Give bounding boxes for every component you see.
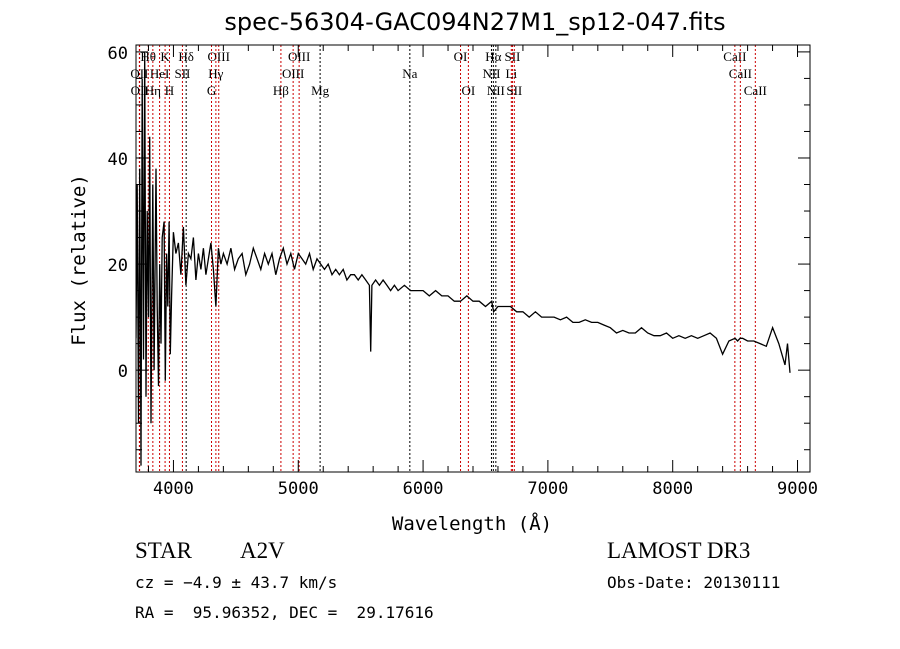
spectral-line-label: SII [506, 83, 522, 98]
spectral-line-label: SII [174, 66, 190, 81]
spectral-line-label: G [207, 83, 216, 98]
redshift-cz: cz = −4.9 ± 43.7 km/s [135, 573, 338, 592]
spectral-line-label: OIII [208, 49, 230, 64]
spectral-line-label: CaII [744, 83, 767, 98]
object-subclass: A2V [240, 538, 285, 563]
spectral-line-label: NII [482, 66, 500, 81]
spectral-line-label: Hγ [208, 66, 223, 81]
y-axis-label: Flux (relative) [68, 174, 90, 346]
spectral-line-label: Na [402, 66, 417, 81]
spectrum-line [136, 51, 791, 466]
spectral-line-label: HeI [150, 66, 170, 81]
spectral-line-label: OI [462, 83, 476, 98]
spectral-line-label: NII [487, 83, 505, 98]
x-tick-label: 8000 [652, 479, 693, 499]
spectral-line-label: SII [504, 49, 520, 64]
obs-date: Obs-Date: 20130111 [607, 573, 781, 592]
plot-frame [135, 44, 811, 473]
x-tick-label: 4000 [153, 479, 194, 499]
survey-name: LAMOST DR3 [607, 538, 751, 563]
spectral-line-label: OIII [282, 66, 304, 81]
spectral-line-label: Hβ [273, 83, 289, 98]
spectral-line-label: Hα [485, 49, 501, 64]
x-tick-label: 5000 [278, 479, 319, 499]
coordinates: RA = 95.96352, DEC = 29.17616 [135, 603, 434, 622]
y-tick-label: 20 [108, 256, 128, 276]
spectral-line-label: Hη [145, 83, 161, 98]
spectral-line-label: OIII [288, 49, 310, 64]
spectral-line-label: K [160, 49, 170, 64]
y-tick-label: 60 [108, 44, 128, 64]
x-tick-label: 7000 [527, 479, 568, 499]
spectral-line-label: Hθ [140, 49, 156, 64]
x-tick-label: 9000 [777, 479, 818, 499]
x-axis-label: Wavelength (Å) [392, 512, 552, 535]
axes: 4000 5000 6000 7000 8000 9000 0 20 40 60 [108, 44, 818, 499]
chart-title: spec-56304-GAC094N27M1_sp12-047.fits [224, 8, 726, 36]
spectral-line-label: Li [506, 66, 518, 81]
spectral-line-label: CaII [729, 66, 752, 81]
spectral-line-label: H [165, 83, 174, 98]
spectral-line-label: OI [454, 49, 468, 64]
spectral-line-label: CaII [723, 49, 746, 64]
spectral-line-label: Mg [311, 83, 330, 98]
y-tick-label: 0 [118, 362, 128, 382]
object-class: STAR [135, 538, 192, 563]
spectral-line-label: Hδ [178, 49, 194, 64]
x-tick-label: 6000 [403, 479, 444, 499]
spectrum-series [136, 51, 791, 466]
y-tick-label: 40 [108, 150, 128, 170]
